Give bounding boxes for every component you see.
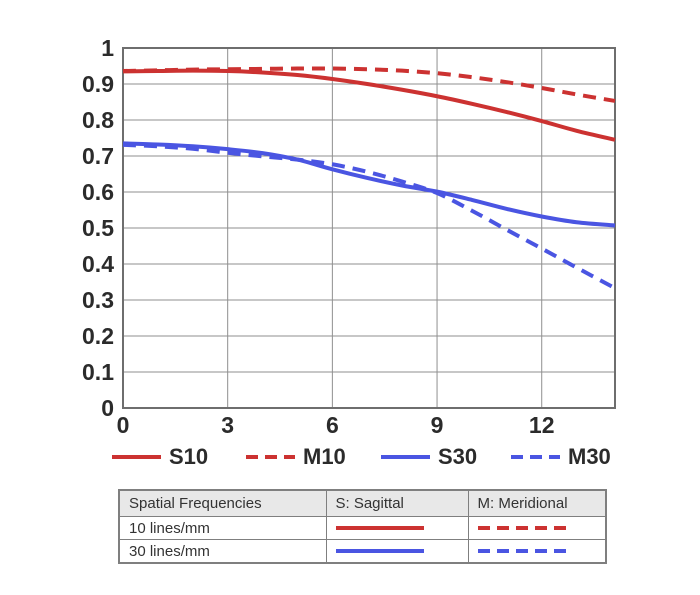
- m30-line-sample: [511, 455, 560, 459]
- table-row: 30 lines/mm: [118, 539, 607, 564]
- svg-text:0.8: 0.8: [82, 107, 114, 133]
- svg-text:1: 1: [101, 35, 114, 61]
- legend-label-s10: S10: [169, 444, 209, 469]
- svg-text:0.3: 0.3: [82, 287, 114, 313]
- legend-label-s30: S30: [438, 444, 478, 469]
- freq-30-label: 30 lines/mm: [118, 539, 327, 564]
- header-sagittal: S: Sagittal: [325, 489, 469, 517]
- legend-label-m10: M10: [303, 444, 346, 469]
- svg-text:3: 3: [221, 412, 234, 438]
- svg-text:0: 0: [101, 395, 114, 421]
- table-header-row: Spatial Frequencies S: Sagittal M: Merid…: [118, 489, 607, 517]
- legend-item-s10: S10: [112, 443, 208, 471]
- s30-line-sample: [381, 455, 430, 459]
- red-solid-line-sample: [335, 526, 424, 530]
- svg-text:0.4: 0.4: [82, 251, 114, 277]
- freq-10-label: 10 lines/mm: [118, 516, 327, 540]
- legend-label-m30: M30: [568, 444, 611, 469]
- s10-line-sample: [112, 455, 161, 459]
- svg-text:12: 12: [529, 412, 555, 438]
- legend-item-m30: M30: [511, 443, 611, 471]
- svg-text:0.2: 0.2: [82, 323, 114, 349]
- svg-text:0.7: 0.7: [82, 143, 114, 169]
- svg-text:0.5: 0.5: [82, 215, 114, 241]
- chart-legend: S10 M10 S30 M30: [0, 443, 700, 473]
- spatial-frequencies-table: Spatial Frequencies S: Sagittal M: Merid…: [118, 489, 607, 564]
- m10-line-sample: [246, 455, 295, 459]
- svg-text:0: 0: [117, 412, 130, 438]
- svg-text:9: 9: [431, 412, 444, 438]
- blue-dashed-line-sample: [477, 549, 570, 553]
- red-dashed-line-sample: [477, 526, 570, 530]
- header-meridional: M: Meridional: [467, 489, 607, 517]
- svg-text:6: 6: [326, 412, 339, 438]
- blue-solid-line-sample: [335, 549, 424, 553]
- legend-item-m10: M10: [246, 443, 346, 471]
- svg-text:0.6: 0.6: [82, 179, 114, 205]
- svg-text:0.1: 0.1: [82, 359, 114, 385]
- legend-item-s30: S30: [381, 443, 477, 471]
- table-row: 10 lines/mm: [118, 516, 607, 540]
- mtf-line-chart: 0 0.1 0.2 0.3 0.4 0.5 0.6 0.7 0.8 0.9 1 0 3 6 9 12: [82, 35, 616, 438]
- header-spatial-frequencies: Spatial Frequencies: [118, 489, 327, 517]
- svg-text:0.9: 0.9: [82, 71, 114, 97]
